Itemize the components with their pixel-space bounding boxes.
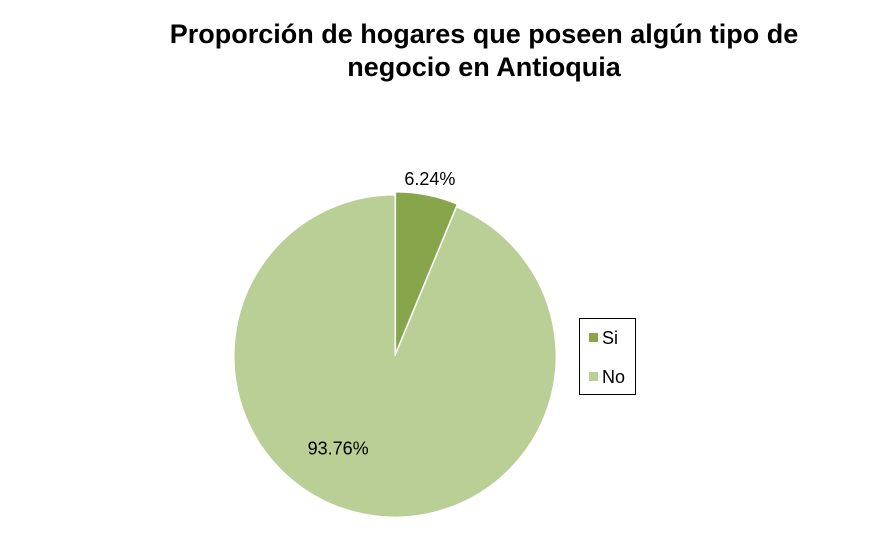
legend-swatch (589, 333, 598, 342)
data-label: 93.76% (308, 438, 369, 458)
legend-label: Si (602, 328, 618, 348)
pie-slice (395, 191, 458, 354)
data-label: 6.24% (404, 169, 455, 189)
legend-label: No (602, 367, 625, 387)
legend-box (579, 318, 636, 395)
chart-title: Proporción de hogares que poseen algún t… (169, 19, 799, 82)
legend-swatch (589, 372, 598, 381)
pie-slice (233, 194, 557, 518)
